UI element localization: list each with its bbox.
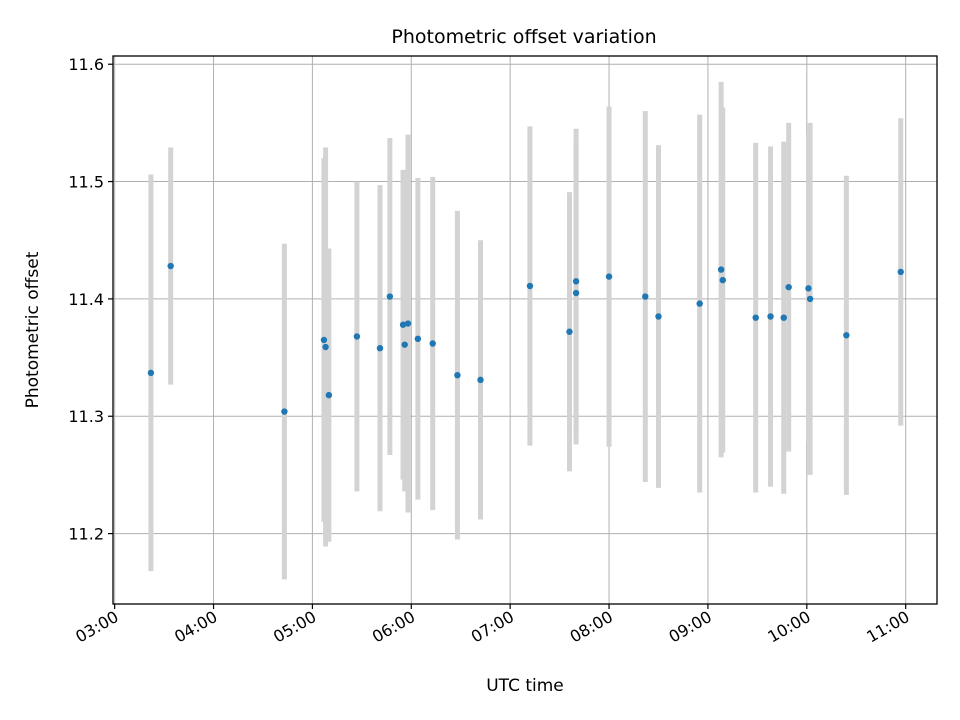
data-point (401, 341, 408, 348)
data-point (281, 408, 288, 415)
data-point (696, 300, 703, 307)
data-point (780, 314, 787, 321)
data-point (477, 376, 484, 384)
y-axis-label: Photometric offset (23, 251, 43, 408)
data-point (404, 320, 412, 327)
data-point (454, 371, 461, 379)
data-point (605, 273, 613, 280)
data-point (843, 332, 850, 339)
data-point (322, 343, 329, 351)
data-point (805, 285, 812, 292)
plot-frame (112, 55, 938, 605)
data-point (642, 293, 649, 300)
data-point (414, 335, 422, 343)
data-point (719, 276, 726, 284)
data-point (717, 266, 725, 273)
data-point (526, 282, 534, 290)
y-tick-label: 11.6 (68, 55, 104, 74)
data-points (147, 262, 904, 415)
data-point (655, 313, 662, 320)
y-tick-label: 11.4 (68, 290, 104, 309)
y-tick-label: 11.3 (68, 407, 104, 426)
data-point (572, 278, 580, 285)
data-point (325, 391, 333, 399)
y-tick-label: 11.5 (68, 173, 104, 192)
data-point (897, 268, 904, 276)
data-point (147, 369, 155, 377)
x-axis-label: UTC time (486, 676, 564, 696)
data-point (376, 344, 384, 352)
data-point (167, 262, 174, 270)
data-point (767, 313, 774, 320)
y-tick-label: 11.2 (68, 525, 104, 544)
y-axis-ticks: 11.2 11.3 11.4 11.5 11.6 (68, 55, 113, 544)
data-point (320, 336, 328, 344)
data-point (566, 328, 573, 335)
data-point (572, 289, 580, 297)
data-point (399, 321, 407, 328)
data-point (429, 340, 436, 347)
data-point (386, 293, 394, 300)
chart-title: Photometric offset variation (391, 26, 656, 48)
data-point (785, 283, 792, 291)
data-point (353, 333, 361, 340)
data-point (806, 295, 814, 303)
data-point (752, 314, 759, 321)
